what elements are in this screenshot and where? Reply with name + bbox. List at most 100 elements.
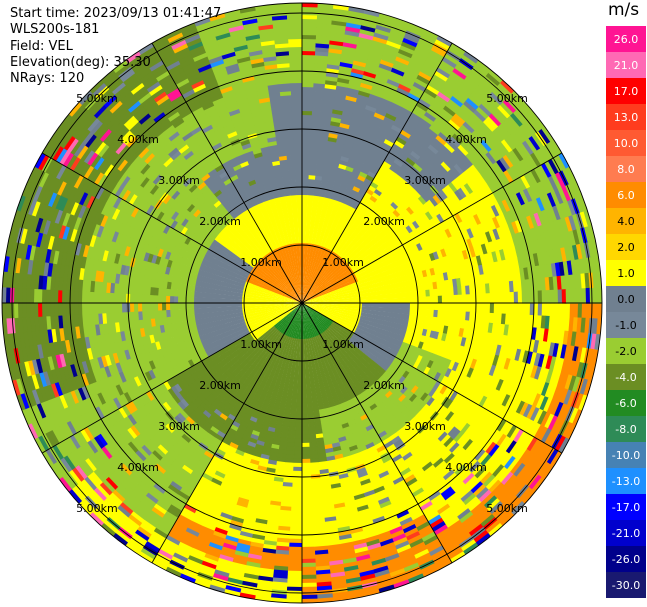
range-gate	[384, 316, 390, 322]
range-gate	[441, 303, 447, 311]
range-gate	[397, 303, 403, 309]
range-gate	[301, 402, 308, 408]
range-gate	[29, 302, 35, 318]
range-gate	[400, 313, 406, 320]
range-gate	[541, 354, 549, 369]
range-gate	[471, 339, 479, 351]
range-gate	[329, 317, 335, 322]
range-gate	[289, 526, 302, 532]
range-gate	[569, 303, 575, 318]
range-gate	[313, 305, 319, 308]
range-gate	[424, 315, 430, 324]
range-gate	[161, 295, 167, 303]
range-gate	[348, 310, 354, 315]
range-gate	[536, 315, 543, 329]
range-gate	[301, 434, 310, 440]
range-gate	[436, 317, 442, 326]
range-gate	[597, 303, 602, 320]
range-gate	[549, 303, 555, 317]
range-gate	[518, 362, 527, 376]
range-gate	[349, 321, 355, 327]
range-gate	[304, 354, 308, 360]
range-gate	[301, 458, 311, 464]
range-gate	[339, 315, 345, 320]
range-gate	[317, 306, 322, 309]
range-gate	[301, 550, 316, 556]
range-gate	[290, 502, 302, 508]
range-gate	[301, 510, 314, 516]
range-gate	[359, 318, 365, 324]
range-gate	[352, 313, 358, 318]
range-gate	[201, 302, 207, 309]
range-gate	[340, 322, 346, 328]
range-gate	[437, 310, 443, 319]
range-gate	[325, 305, 331, 308]
range-gate	[249, 305, 255, 309]
range-gate	[440, 317, 446, 326]
range-gate	[561, 303, 567, 318]
range-gate	[444, 318, 450, 327]
range-gate	[499, 356, 508, 370]
range-gate	[473, 359, 482, 371]
range-gate	[169, 295, 175, 303]
range-gate	[301, 546, 315, 552]
range-gate	[417, 309, 423, 316]
range-gate	[479, 384, 489, 397]
range-gate	[217, 293, 223, 299]
range-gate	[508, 397, 518, 411]
range-gate	[477, 361, 485, 373]
range-gate	[552, 343, 560, 358]
range-gate	[301, 386, 307, 392]
range-gate	[417, 303, 423, 310]
range-gate	[451, 352, 459, 363]
range-gate	[502, 381, 512, 395]
range-gate	[328, 310, 334, 314]
range-gate	[409, 308, 415, 316]
range-gate	[425, 309, 431, 317]
range-gate	[329, 307, 334, 310]
range-gate	[133, 293, 139, 303]
range-gate	[73, 302, 79, 315]
range-gate	[476, 312, 483, 323]
range-gate	[445, 303, 451, 312]
range-gate	[301, 454, 311, 460]
range-gate	[459, 319, 466, 330]
range-gate	[390, 343, 398, 351]
range-gate	[317, 305, 323, 308]
range-gate	[294, 430, 302, 436]
range-gate	[449, 310, 455, 320]
range-gate	[479, 321, 486, 333]
range-gate	[506, 347, 514, 360]
range-gate	[341, 305, 347, 308]
range-gate	[181, 296, 187, 303]
range-gate	[553, 303, 559, 318]
range-gate	[294, 434, 302, 440]
range-gate	[481, 362, 489, 374]
range-gate	[440, 357, 449, 367]
range-gate	[326, 314, 332, 318]
range-gate	[353, 303, 359, 307]
range-gate	[564, 374, 573, 391]
range-gate	[342, 318, 348, 323]
range-gate	[129, 293, 135, 303]
range-gate	[305, 303, 311, 305]
range-gate	[571, 346, 579, 363]
range-gate	[427, 323, 433, 331]
range-gate	[305, 303, 311, 305]
range-gate	[572, 361, 581, 378]
range-gate	[386, 321, 393, 328]
range-gate	[510, 384, 519, 399]
range-gate	[514, 360, 523, 375]
range-gate	[407, 319, 414, 327]
range-gate	[365, 306, 371, 311]
range-gate	[53, 289, 59, 303]
range-gate	[305, 304, 310, 307]
range-gate	[77, 290, 83, 303]
range-gate	[294, 442, 302, 448]
range-gate	[401, 348, 409, 357]
range-gate	[492, 366, 501, 379]
range-gate	[568, 375, 577, 392]
range-gate	[61, 302, 67, 316]
range-gate	[121, 302, 127, 313]
range-gate	[380, 311, 386, 317]
